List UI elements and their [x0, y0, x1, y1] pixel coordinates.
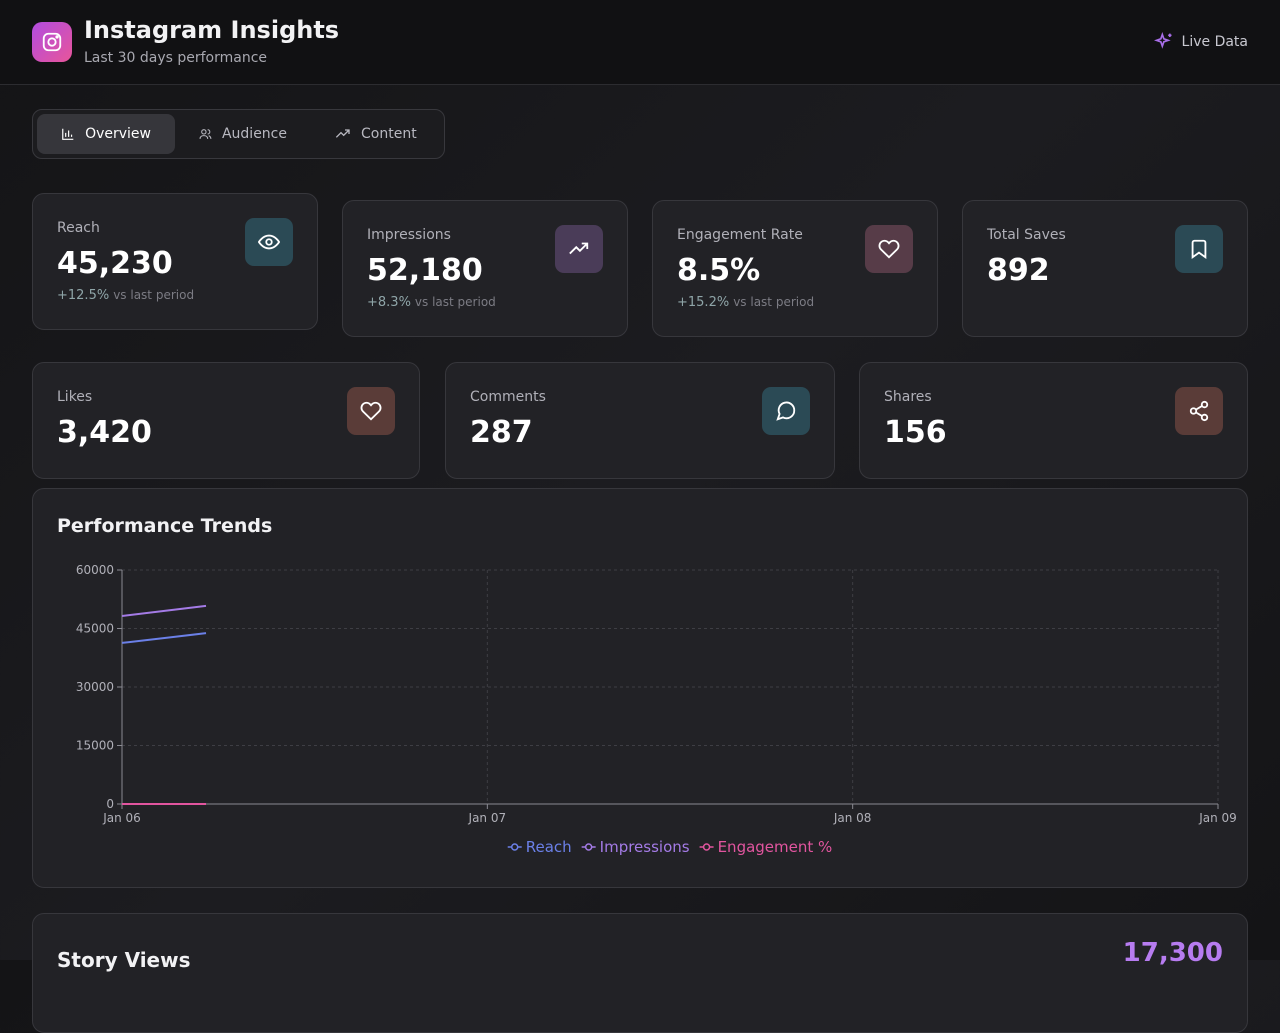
x-tick-label: Jan 07	[468, 811, 507, 825]
tab-label: Overview	[85, 126, 151, 142]
stat-card[interactable]: Impressions 52,180 +8.3% vs last period	[342, 200, 628, 337]
tab[interactable]: Overview	[37, 114, 175, 154]
y-tick-label: 30000	[76, 680, 114, 694]
legend-item: Reach	[508, 838, 572, 856]
tab-label: Content	[361, 126, 417, 142]
legend-label: Impressions	[600, 838, 690, 856]
stat-icon	[1175, 225, 1223, 273]
stat-card[interactable]: Reach 45,230 +12.5% vs last period	[32, 193, 318, 330]
legend-marker	[586, 844, 592, 850]
stat-change: +8.3% vs last period	[367, 295, 496, 310]
stat-card[interactable]: Likes 3,420	[32, 362, 420, 479]
y-tick-label: 60000	[76, 563, 114, 577]
stat-label: Engagement Rate	[677, 227, 803, 243]
stat-icon	[865, 225, 913, 273]
stat-label: Likes	[57, 389, 92, 405]
stat-value: 8.5%	[677, 253, 760, 288]
app-title: Instagram Insights	[84, 16, 339, 44]
tab-bar: Overview Audience Content	[32, 109, 445, 159]
stat-card[interactable]: Engagement Rate 8.5% +15.2% vs last perio…	[652, 200, 938, 337]
story-title: Story Views	[57, 948, 191, 972]
change-note: vs last period	[415, 295, 496, 309]
app-subtitle: Last 30 days performance	[84, 50, 267, 66]
stat-icon	[1175, 387, 1223, 435]
stat-label: Impressions	[367, 227, 451, 243]
series-line	[122, 633, 206, 643]
stat-icon	[347, 387, 395, 435]
legend: Reach Impressions Engagement %	[508, 838, 833, 856]
stat-value: 156	[884, 415, 947, 450]
stat-label: Total Saves	[987, 227, 1066, 243]
live-label: Live Data	[1182, 34, 1248, 50]
y-tick-label: 45000	[76, 622, 114, 636]
change-note: vs last period	[113, 288, 194, 302]
y-tick-label: 0	[106, 797, 114, 811]
legend-label: Reach	[526, 838, 572, 856]
legend-marker	[512, 844, 518, 850]
stat-card[interactable]: Comments 287	[445, 362, 835, 479]
story-card: Story Views 17,300	[32, 913, 1248, 1033]
tab-label: Audience	[222, 126, 287, 142]
legend-item: Engagement %	[700, 838, 833, 856]
legend-label: Engagement %	[718, 838, 833, 856]
y-tick-label: 15000	[76, 739, 114, 753]
stat-card[interactable]: Total Saves 892	[962, 200, 1248, 337]
change-value: +8.3%	[367, 295, 411, 310]
tab[interactable]: Audience	[175, 114, 311, 154]
stat-value: 287	[470, 415, 533, 450]
tab[interactable]: Content	[311, 114, 441, 154]
page: Instagram Insights Last 30 days performa…	[0, 0, 1280, 960]
stat-value: 892	[987, 253, 1050, 288]
stat-label: Shares	[884, 389, 932, 405]
stat-label: Comments	[470, 389, 546, 405]
story-value: 17,300	[1123, 938, 1223, 968]
live-status: Live Data	[1154, 32, 1248, 52]
stat-change: +15.2% vs last period	[677, 295, 814, 310]
stat-label: Reach	[57, 220, 100, 236]
series-line	[122, 606, 206, 616]
chart: 0 15000 30000 45000 60000 Jan 06 Jan 07 Jan 08 J…	[33, 489, 1247, 887]
change-value: +15.2%	[677, 295, 729, 310]
x-tick-label: Jan 08	[833, 811, 872, 825]
stat-value: 3,420	[57, 415, 152, 450]
header: Instagram Insights Last 30 days performa…	[0, 0, 1280, 85]
legend-marker	[704, 844, 710, 850]
stat-change: +12.5% vs last period	[57, 288, 194, 303]
legend-item: Impressions	[582, 838, 690, 856]
x-tick-label: Jan 09	[1198, 811, 1237, 825]
stat-icon	[762, 387, 810, 435]
stat-icon	[555, 225, 603, 273]
stat-value: 45,230	[57, 246, 173, 281]
change-note: vs last period	[733, 295, 814, 309]
stat-card[interactable]: Shares 156	[859, 362, 1248, 479]
stat-value: 52,180	[367, 253, 483, 288]
logo	[32, 22, 72, 62]
change-value: +12.5%	[57, 288, 109, 303]
stat-icon	[245, 218, 293, 266]
x-tick-label: Jan 06	[102, 811, 141, 825]
